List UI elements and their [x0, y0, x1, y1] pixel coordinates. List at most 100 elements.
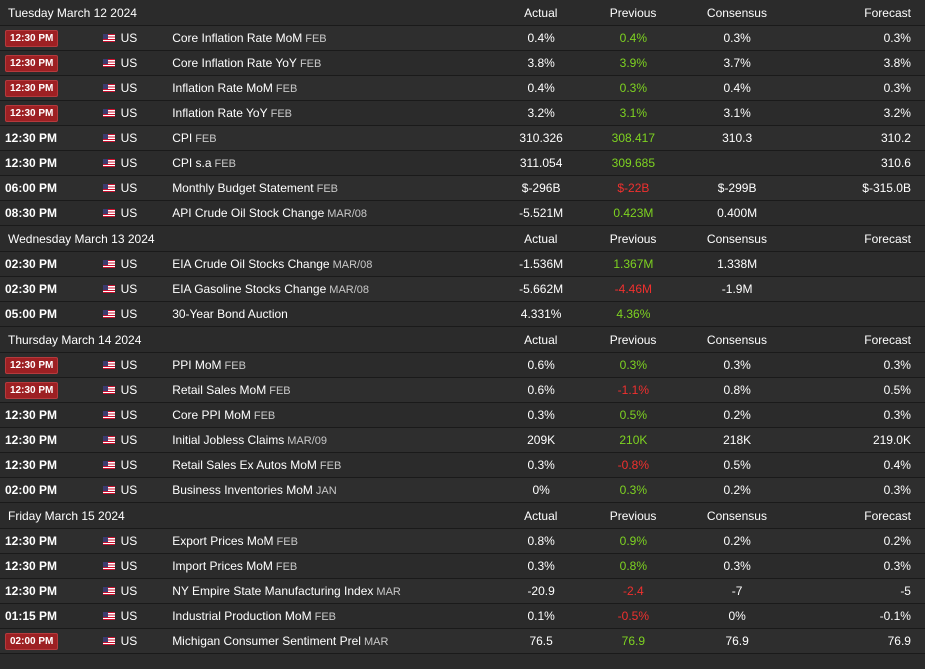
consensus-column-header[interactable]: Consensus	[706, 231, 767, 246]
event-cell[interactable]: PPI MoM FEB	[167, 358, 481, 372]
event-cell[interactable]: Michigan Consumer Sentiment Prel MAR	[167, 634, 481, 648]
previous-column-header[interactable]: Previous	[609, 231, 657, 246]
event-name[interactable]: API Crude Oil Stock Change	[172, 206, 325, 220]
event-row[interactable]: 12:30 PM US Retail Sales MoM FEB 0.6% -1.1% 0.…	[0, 378, 925, 403]
event-cell[interactable]: EIA Crude Oil Stocks Change MAR/08	[167, 257, 481, 271]
event-cell[interactable]: Monthly Budget Statement FEB	[167, 181, 481, 195]
consensus-value: 310.3	[722, 131, 753, 145]
consensus-column-header[interactable]: Consensus	[706, 332, 767, 347]
event-row[interactable]: 12:30 PM US CPI FEB 310.326 308.417 310.3 310.2	[0, 126, 925, 151]
event-cell[interactable]: API Crude Oil Stock Change MAR/08	[167, 206, 481, 220]
event-cell[interactable]: Initial Jobless Claims MAR/09	[167, 433, 481, 447]
event-name[interactable]: Core PPI MoM	[172, 408, 251, 422]
event-cell[interactable]: Core PPI MoM FEB	[167, 408, 481, 422]
event-cell[interactable]: CPI FEB	[167, 131, 481, 145]
event-row[interactable]: 12:30 PM US Initial Jobless Claims MAR/09 20…	[0, 428, 925, 453]
event-row[interactable]: 02:00 PM US Business Inventories MoM JAN 0% 0…	[0, 478, 925, 503]
event-name[interactable]: CPI	[172, 131, 193, 145]
event-cell[interactable]: Industrial Production MoM FEB	[167, 609, 481, 623]
previous-column-header[interactable]: Previous	[609, 5, 657, 20]
country-cell: US	[93, 458, 168, 472]
consensus-column-header[interactable]: Consensus	[706, 5, 767, 20]
event-name[interactable]: Monthly Budget Statement	[172, 181, 314, 195]
event-row[interactable]: 12:30 PM US Export Prices MoM FEB 0.8% 0.9% 0.…	[0, 529, 925, 554]
event-name[interactable]: Inflation Rate MoM	[172, 81, 273, 95]
event-name[interactable]: 30-Year Bond Auction	[172, 307, 288, 321]
event-name[interactable]: NY Empire State Manufacturing Index	[172, 584, 374, 598]
actual-column-header[interactable]: Actual	[524, 332, 558, 347]
event-row[interactable]: 02:30 PM US EIA Crude Oil Stocks Change MAR…	[0, 252, 925, 277]
previous-column-header[interactable]: Previous	[609, 332, 657, 347]
actual-column-header[interactable]: Actual	[524, 5, 558, 20]
economic-calendar: Tuesday March 12 2024 Actual Previous Conse…	[0, 5, 925, 654]
event-row[interactable]: 01:15 PM US Industrial Production MoM FEB 0.…	[0, 604, 925, 629]
forecast-column-header[interactable]: Forecast	[864, 5, 911, 20]
event-name[interactable]: Retail Sales Ex Autos MoM	[172, 458, 317, 472]
event-row[interactable]: 05:00 PM US 30-Year Bond Auction 4.331% 4.36…	[0, 302, 925, 327]
day-header: Wednesday March 13 2024 Actual Previous Con…	[0, 226, 925, 252]
event-row[interactable]: 06:00 PM US Monthly Budget Statement FEB $-2…	[0, 176, 925, 201]
event-cell[interactable]: 30-Year Bond Auction	[167, 307, 481, 321]
event-cell[interactable]: NY Empire State Manufacturing Index MAR	[167, 584, 481, 598]
time-cell: 12:30 PM	[0, 534, 93, 548]
country-cell: US	[93, 483, 168, 497]
previous-value: 0.8%	[619, 559, 648, 573]
event-row[interactable]: 02:00 PM US Michigan Consumer Sentiment Pr…	[0, 629, 925, 654]
event-cell[interactable]: Retail Sales Ex Autos MoM FEB	[167, 458, 481, 472]
event-row[interactable]: 12:30 PM US Retail Sales Ex Autos MoM FEB 0.…	[0, 453, 925, 478]
event-name[interactable]: Michigan Consumer Sentiment Prel	[172, 634, 361, 648]
time-cell: 02:30 PM	[0, 282, 93, 296]
event-name[interactable]: Retail Sales MoM	[172, 383, 267, 397]
country-cell: US	[93, 106, 168, 120]
event-cell[interactable]: Retail Sales MoM FEB	[167, 383, 481, 397]
forecast-column-header[interactable]: Forecast	[864, 332, 911, 347]
event-row[interactable]: 12:30 PM US Import Prices MoM FEB 0.3% 0.8% 0.…	[0, 554, 925, 579]
forecast-column-header[interactable]: Forecast	[864, 231, 911, 246]
time-cell: 02:30 PM	[0, 257, 93, 271]
event-cell[interactable]: Import Prices MoM FEB	[167, 559, 481, 573]
event-cell[interactable]: Business Inventories MoM JAN	[167, 483, 481, 497]
event-name[interactable]: EIA Crude Oil Stocks Change	[172, 257, 330, 271]
us-flag-icon	[102, 285, 115, 293]
event-time: 02:00 PM	[5, 483, 58, 497]
event-cell[interactable]: CPI s.a FEB	[167, 156, 481, 170]
consensus-column-header[interactable]: Consensus	[706, 508, 767, 523]
event-row[interactable]: 12:30 PM US Inflation Rate MoM FEB 0.4% 0.3% 0…	[0, 76, 925, 101]
event-name[interactable]: Inflation Rate YoY	[172, 106, 268, 120]
event-name[interactable]: Core Inflation Rate YoY	[172, 56, 297, 70]
event-row[interactable]: 12:30 PM US Core PPI MoM FEB 0.3% 0.5% 0.2% 0.3…	[0, 403, 925, 428]
event-row[interactable]: 08:30 PM US API Crude Oil Stock Change MAR/…	[0, 201, 925, 226]
event-time: 12:30 PM	[5, 408, 58, 422]
consensus-value: 0.400M	[717, 206, 758, 220]
previous-column-header[interactable]: Previous	[609, 508, 657, 523]
event-cell[interactable]: Inflation Rate YoY FEB	[167, 106, 481, 120]
event-name[interactable]: PPI MoM	[172, 358, 222, 372]
event-name[interactable]: Initial Jobless Claims	[172, 433, 285, 447]
event-name[interactable]: Industrial Production MoM	[172, 609, 312, 623]
previous-value: 4.36%	[616, 307, 651, 321]
event-cell[interactable]: Core Inflation Rate MoM FEB	[167, 31, 481, 45]
event-cell[interactable]: Inflation Rate MoM FEB	[167, 81, 481, 95]
event-name[interactable]: CPI s.a	[172, 156, 212, 170]
event-row[interactable]: 12:30 PM US PPI MoM FEB 0.6% 0.3% 0.3% 0.3%	[0, 353, 925, 378]
event-row[interactable]: 12:30 PM US CPI s.a FEB 311.054 309.685 310.6	[0, 151, 925, 176]
event-row[interactable]: 12:30 PM US Inflation Rate YoY FEB 3.2% 3.1% 3…	[0, 101, 925, 126]
event-cell[interactable]: EIA Gasoline Stocks Change MAR/08	[167, 282, 481, 296]
event-row[interactable]: 12:30 PM US Core Inflation Rate MoM FEB 0.4%…	[0, 26, 925, 51]
event-row[interactable]: 12:30 PM US Core Inflation Rate YoY FEB 3.8%…	[0, 51, 925, 76]
event-name[interactable]: Core Inflation Rate MoM	[172, 31, 303, 45]
actual-column-header[interactable]: Actual	[524, 231, 558, 246]
event-row[interactable]: 12:30 PM US NY Empire State Manufacturing …	[0, 579, 925, 604]
time-cell: 12:30 PM	[0, 356, 93, 374]
event-cell[interactable]: Core Inflation Rate YoY FEB	[167, 56, 481, 70]
event-name[interactable]: Export Prices MoM	[172, 534, 274, 548]
event-name[interactable]: Business Inventories MoM	[172, 483, 313, 497]
event-cell[interactable]: Export Prices MoM FEB	[167, 534, 481, 548]
event-row[interactable]: 02:30 PM US EIA Gasoline Stocks Change MAR/…	[0, 277, 925, 302]
forecast-value: 0.3%	[883, 81, 911, 95]
event-name[interactable]: EIA Gasoline Stocks Change	[172, 282, 327, 296]
country-cell: US	[93, 634, 168, 648]
forecast-column-header[interactable]: Forecast	[864, 508, 911, 523]
actual-column-header[interactable]: Actual	[524, 508, 558, 523]
event-name[interactable]: Import Prices MoM	[172, 559, 273, 573]
